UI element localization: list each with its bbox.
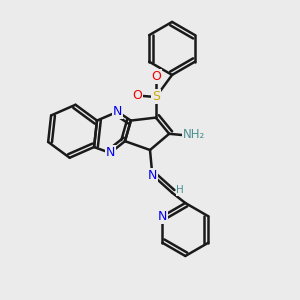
Text: S: S	[152, 91, 160, 103]
Text: O: O	[151, 70, 161, 83]
Text: H: H	[176, 185, 184, 195]
Text: N: N	[106, 146, 115, 159]
Text: NH₂: NH₂	[182, 128, 205, 141]
Text: O: O	[132, 89, 142, 102]
Text: N: N	[158, 210, 167, 223]
Text: N: N	[113, 105, 122, 118]
Text: N: N	[148, 169, 157, 182]
